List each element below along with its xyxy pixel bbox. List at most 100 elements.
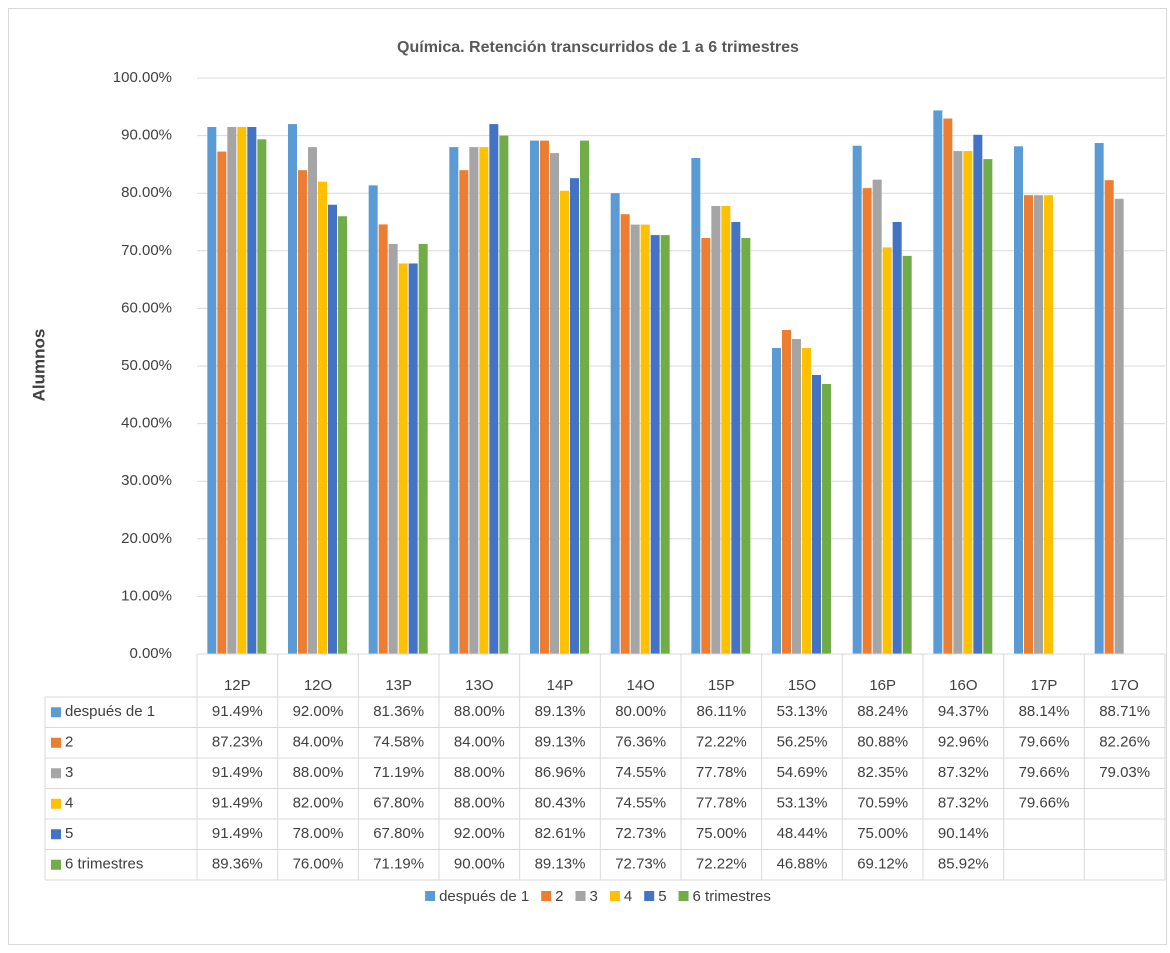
bar — [973, 134, 983, 655]
table-cell: 48.44% — [777, 825, 828, 842]
bar — [338, 216, 347, 655]
bar — [610, 193, 620, 654]
table-cell: 92.00% — [454, 825, 505, 842]
bar — [318, 181, 327, 654]
x-tick-label: 15P — [708, 677, 735, 694]
table-row-header: 6 trimestres — [65, 856, 143, 873]
table-cell: 67.80% — [373, 795, 424, 812]
legend-label: 2 — [555, 888, 563, 905]
bar — [207, 127, 217, 655]
table-cell: 81.36% — [373, 703, 424, 720]
table-legend-key — [51, 829, 61, 840]
table-legend-key — [51, 798, 61, 809]
x-tick-label: 16P — [869, 677, 896, 694]
table-cell: 91.49% — [212, 703, 263, 720]
table-cell: 89.13% — [535, 703, 586, 720]
table-cell: 87.32% — [938, 764, 989, 781]
bar — [449, 147, 459, 654]
bar — [772, 347, 781, 654]
table-cell: 76.36% — [615, 734, 666, 751]
x-tick-label: 17P — [1031, 677, 1058, 694]
table-row-header: 2 — [65, 734, 73, 751]
table-cell: 80.88% — [857, 734, 908, 751]
table-cell: 88.00% — [454, 703, 505, 720]
x-tick-label: 14O — [626, 677, 654, 694]
table-cell: 82.61% — [535, 825, 586, 842]
bar — [227, 127, 237, 655]
bar — [892, 222, 902, 654]
legend-label: después de 1 — [439, 888, 529, 905]
bar — [378, 224, 388, 655]
y-tick-label: 30.00% — [121, 472, 172, 489]
table-cell: 72.22% — [696, 734, 747, 751]
y-tick-label: 70.00% — [121, 242, 172, 259]
bar — [630, 224, 640, 655]
bar — [711, 205, 721, 655]
bar — [499, 135, 509, 655]
bar — [570, 178, 579, 655]
x-tick-label: 13P — [385, 677, 412, 694]
bar — [691, 158, 701, 654]
table-cell: 72.73% — [615, 825, 666, 842]
bar — [288, 124, 297, 654]
table-cell: 88.00% — [293, 764, 344, 781]
table-cell: 82.35% — [857, 764, 908, 781]
table-cell: 54.69% — [777, 764, 828, 781]
y-tick-label: 80.00% — [121, 184, 172, 201]
bar — [943, 118, 953, 654]
table-cell: 80.00% — [615, 703, 666, 720]
bar — [872, 179, 882, 654]
bar — [1114, 198, 1124, 654]
bar — [933, 110, 943, 654]
table-cell: 88.24% — [857, 703, 908, 720]
bar — [247, 127, 257, 655]
bar — [1104, 180, 1114, 654]
bar — [580, 140, 589, 654]
table-cell: 78.00% — [293, 825, 344, 842]
x-tick-label: 15O — [788, 677, 816, 694]
table-cell: 86.96% — [535, 764, 586, 781]
table-cell: 56.25% — [777, 734, 828, 751]
table-cell: 69.12% — [857, 856, 908, 873]
y-tick-label: 90.00% — [121, 127, 172, 144]
y-axis-title: Alumnos — [29, 329, 48, 402]
y-tick-label: 50.00% — [121, 357, 172, 374]
bar — [741, 238, 751, 654]
bar — [328, 204, 337, 654]
table-cell: 75.00% — [696, 825, 747, 842]
legend-label: 5 — [658, 888, 666, 905]
bar — [489, 124, 499, 654]
bar — [640, 224, 650, 655]
bar — [983, 159, 993, 654]
table-cell: 85.92% — [938, 856, 989, 873]
bar — [388, 243, 398, 654]
bar — [1024, 195, 1033, 655]
bar — [408, 263, 418, 654]
bar — [802, 347, 811, 654]
table-cell: 90.14% — [938, 825, 989, 842]
y-tick-label: 40.00% — [121, 415, 172, 432]
table-cell: 88.00% — [454, 795, 505, 812]
table-cell: 80.43% — [535, 795, 586, 812]
table-cell: 82.26% — [1099, 734, 1150, 751]
y-tick-label: 100.00% — [113, 69, 172, 86]
table-row-header: después de 1 — [65, 703, 155, 720]
y-tick-label: 10.00% — [121, 587, 172, 604]
table-cell: 67.80% — [373, 825, 424, 842]
x-tick-label: 14P — [547, 677, 574, 694]
table-cell: 77.78% — [696, 764, 747, 781]
y-tick-label: 60.00% — [121, 299, 172, 316]
y-tick-label: 20.00% — [121, 530, 172, 547]
x-tick-label: 13O — [465, 677, 493, 694]
table-legend-key — [51, 859, 61, 870]
chart-title: Química. Retención transcurridos de 1 a … — [397, 39, 799, 56]
table-legend-key — [51, 707, 61, 718]
bar — [217, 151, 227, 654]
table-cell: 92.96% — [938, 734, 989, 751]
bar — [963, 151, 973, 654]
table-cell: 74.55% — [615, 795, 666, 812]
table-legend-key — [51, 768, 61, 779]
table-cell: 89.13% — [535, 734, 586, 751]
bar — [257, 139, 267, 655]
